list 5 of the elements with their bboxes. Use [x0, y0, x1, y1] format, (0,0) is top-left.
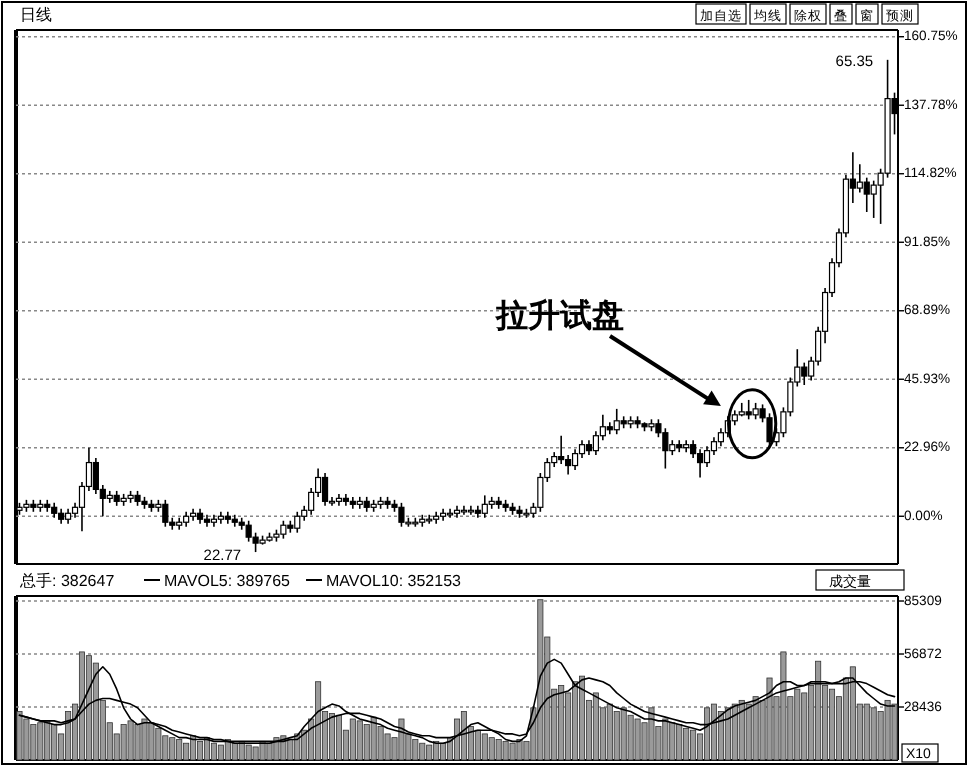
- chart-title: 日线: [20, 6, 52, 24]
- chart-title: 总手: 382647: [18, 572, 116, 590]
- annotation: 拉升试盘: [494, 298, 624, 334]
- legend-label: MAVOL5: 389765: [164, 572, 292, 590]
- legend-label: MAVOL10: 352153: [326, 572, 463, 590]
